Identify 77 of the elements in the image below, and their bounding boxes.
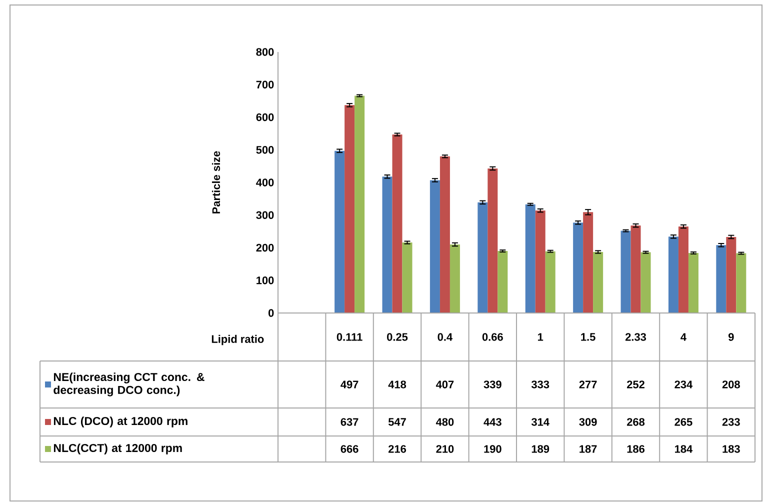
y-axis-title: Particle size [212,151,220,214]
y-tick-label: 700 [256,80,274,88]
data-label: 189 [532,445,550,453]
x-tick-label: 0.66 [482,333,503,341]
data-label: 216 [388,445,406,453]
data-label: 418 [388,380,406,388]
bar [525,204,536,313]
y-tick-label: 200 [256,244,274,252]
data-label: 186 [627,445,644,453]
bar [688,252,698,313]
bar [354,96,365,313]
data-label: 314 [531,418,550,426]
data-label: 497 [340,380,358,388]
data-label: 407 [436,380,454,388]
bar [716,245,726,313]
data-label: 333 [531,380,550,388]
data-label: 666 [340,445,358,453]
bar [736,253,746,313]
x-tick-label: 0.25 [387,333,408,341]
data-label: 252 [626,380,644,388]
x-axis-title: Lipid ratio [212,334,264,346]
bar [488,168,498,313]
x-tick-label: 4 [680,333,686,341]
x-tick-label: 1.5 [581,333,596,341]
bar [593,252,604,313]
y-tick-label: 800 [256,48,274,56]
bar [402,242,412,313]
bar [430,180,440,313]
bar [640,252,651,313]
bar [545,251,556,313]
data-label: 339 [484,380,502,388]
data-label: 309 [579,418,597,426]
legend-label: NE(increasing CCT conc. & decreasing DCO conc.) [54,372,204,396]
bar [450,244,460,313]
legend-label: NLC (DCO) at 12000 rpm [54,416,188,428]
data-label: 637 [340,418,358,426]
data-label: 443 [484,418,502,426]
bar [498,250,508,313]
y-tick-label: 0 [268,309,274,317]
x-tick-label: 1 [538,333,544,341]
bar [440,156,450,313]
bar [334,150,345,313]
legend-label: NLC(CCT) at 12000 rpm [54,444,182,454]
data-label: 190 [484,445,502,453]
data-label: 187 [580,445,597,453]
data-label: 268 [626,418,645,426]
data-label: 184 [675,445,693,453]
bar [382,176,392,313]
y-tick-label: 500 [256,146,274,154]
data-label: 234 [674,380,693,388]
y-tick-label: 400 [256,178,274,186]
data-label: 480 [436,418,454,426]
x-tick-label: 0.4 [438,333,453,341]
bar [573,222,584,313]
x-tick-label: 0.111 [336,333,362,341]
bar [344,105,355,313]
data-label: 547 [388,418,406,426]
data-label: 210 [436,445,454,453]
bar [583,212,594,313]
y-tick-label: 300 [256,211,274,219]
x-tick-label: 9 [728,333,734,341]
bar [726,236,736,313]
bar [668,236,678,313]
data-label: 265 [674,418,692,426]
y-tick-label: 600 [256,113,274,122]
x-tick-label: 2.33 [625,333,646,341]
data-label: 183 [722,445,740,453]
bar [392,134,402,313]
data-label: 208 [722,380,740,388]
bar [630,226,641,313]
data-label: 277 [579,380,597,388]
data-label: 233 [722,418,740,426]
bar [478,202,488,313]
bar [678,226,688,313]
bar [620,230,631,313]
bar [535,210,546,313]
y-tick-label: 100 [256,276,274,284]
